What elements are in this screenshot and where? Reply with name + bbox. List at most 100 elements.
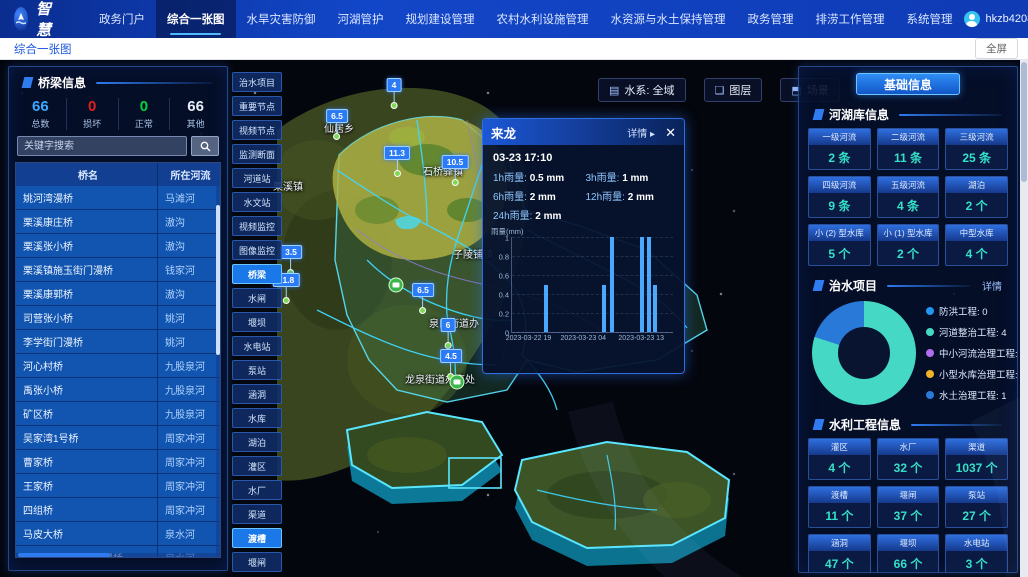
layer-item-涵洞[interactable]: 涵洞 bbox=[232, 384, 282, 404]
water-level-marker[interactable]: 3.5 bbox=[280, 245, 302, 277]
layer-item-治水项目[interactable]: 治水项目 bbox=[232, 72, 282, 92]
layer-item-监测断面[interactable]: 监测断面 bbox=[232, 144, 282, 164]
table-row[interactable]: 李学街门漫桥 姚河 bbox=[16, 330, 220, 354]
water-level-marker[interactable]: 11.3 bbox=[383, 146, 411, 178]
nav-item-综合一张图[interactable]: 综合一张图 bbox=[156, 0, 236, 38]
rainfall-chart-ylabel: 雨量(mm) bbox=[491, 227, 524, 236]
nav-item-农村水利设施管理[interactable]: 农村水利设施管理 bbox=[496, 14, 589, 26]
table-row[interactable]: 栗溪康庄桥 滶沟 bbox=[16, 210, 220, 234]
popup-header: 来龙 详情 ▸ ✕ bbox=[483, 119, 684, 145]
layer-item-水闸[interactable]: 水闸 bbox=[232, 288, 282, 308]
layer-item-水文站[interactable]: 水文站 bbox=[232, 192, 282, 212]
stat-card-水电站[interactable]: 水电站 3 个 bbox=[945, 534, 1008, 572]
stat-card-一级河流[interactable]: 一级河流 2 条 bbox=[808, 128, 871, 170]
layer-item-渠道[interactable]: 渠道 bbox=[232, 504, 282, 524]
stat-label: 其他 bbox=[186, 119, 205, 129]
table-row[interactable]: 司营张小桥 姚河 bbox=[16, 306, 220, 330]
table-row[interactable]: 矿区桥 九股泉河 bbox=[16, 402, 220, 426]
breadcrumb[interactable]: 综合一张图 bbox=[14, 43, 72, 56]
stat-card-三级河流[interactable]: 三级河流 25 条 bbox=[945, 128, 1008, 170]
nav-item-规划建设管理[interactable]: 规划建设管理 bbox=[405, 14, 475, 26]
map-control-图层[interactable]: ❏ 图层 bbox=[703, 78, 763, 102]
table-row[interactable]: 王家桥 周家冲河 bbox=[16, 474, 220, 498]
layer-item-重要节点[interactable]: 重要节点 bbox=[232, 96, 282, 116]
marker-value: 6 bbox=[440, 318, 456, 333]
table-vscrollbar[interactable] bbox=[216, 183, 220, 557]
stat-card-堰坝[interactable]: 堰坝 66 个 bbox=[876, 534, 940, 572]
stat-card-涵洞[interactable]: 涵洞 47 个 bbox=[808, 534, 871, 572]
table-row[interactable]: 四组桥 周家冲河 bbox=[16, 498, 220, 522]
layer-item-泵站[interactable]: 泵站 bbox=[232, 360, 282, 380]
layer-item-水库[interactable]: 水库 bbox=[232, 408, 282, 428]
camera-marker-icon[interactable] bbox=[449, 374, 465, 390]
stat-card-小 (2) 型水库[interactable]: 小 (2) 型水库 5 个 bbox=[808, 224, 871, 266]
layer-item-堰坝[interactable]: 堰坝 bbox=[232, 312, 282, 332]
nav-item-河湖管护[interactable]: 河湖管护 bbox=[337, 14, 384, 26]
engineering-section-header: 水利工程信息 bbox=[806, 411, 1010, 436]
projects-more-link[interactable]: 详情 bbox=[982, 282, 1002, 293]
bridge-stat: 0 损坏 bbox=[67, 98, 119, 130]
stat-card-灌区[interactable]: 灌区 4 个 bbox=[808, 438, 871, 480]
popup-detail-link[interactable]: 详情 ▸ bbox=[627, 128, 656, 140]
layer-item-视频监控[interactable]: 视频监控 bbox=[232, 216, 282, 236]
table-hscrollbar[interactable] bbox=[16, 553, 220, 557]
stat-card-四级河流[interactable]: 四级河流 9 条 bbox=[808, 176, 871, 218]
legend-item: 水土治理工程: 1 bbox=[926, 388, 1017, 402]
table-row[interactable]: 姚河湾漫桥 马滩河 bbox=[16, 186, 220, 210]
close-icon[interactable]: ✕ bbox=[665, 124, 676, 140]
layer-menu: 治水项目重要节点视频节点监测断面河道站水文站视频监控图像监控桥梁水闸堰坝水电站泵… bbox=[232, 72, 282, 576]
nav-item-政务管理[interactable]: 政务管理 bbox=[747, 14, 794, 26]
table-row[interactable]: 河心村桥 九股泉河 bbox=[16, 354, 220, 378]
table-row[interactable]: 曹家桥 周家冲河 bbox=[16, 450, 220, 474]
layer-item-湖泊[interactable]: 湖泊 bbox=[232, 432, 282, 452]
layer-item-桥梁[interactable]: 桥梁 bbox=[232, 264, 282, 284]
stat-card-中型水库[interactable]: 中型水库 4 个 bbox=[945, 224, 1008, 266]
layer-item-水电站[interactable]: 水电站 bbox=[232, 336, 282, 356]
water-level-marker[interactable]: 10.5 bbox=[441, 155, 469, 187]
layer-item-视频节点[interactable]: 视频节点 bbox=[232, 120, 282, 140]
stat-card-堰闸[interactable]: 堰闸 37 个 bbox=[876, 486, 940, 528]
stat-card-泵站[interactable]: 泵站 27 个 bbox=[945, 486, 1008, 528]
layer-item-灌区[interactable]: 灌区 bbox=[232, 456, 282, 476]
stat-card-渡槽[interactable]: 渡槽 11 个 bbox=[808, 486, 871, 528]
stat-card-五级河流[interactable]: 五级河流 4 条 bbox=[876, 176, 940, 218]
nav-item-排涝工作管理[interactable]: 排涝工作管理 bbox=[815, 14, 885, 26]
search-input[interactable] bbox=[17, 136, 187, 156]
layer-item-水厂[interactable]: 水厂 bbox=[232, 480, 282, 500]
nav-item-政务门户[interactable]: 政务门户 bbox=[99, 14, 146, 26]
user-menu[interactable]: hkzb42080201 ▾ bbox=[963, 11, 1028, 27]
page-scrollbar[interactable] bbox=[1020, 60, 1028, 577]
layer-item-堰闸[interactable]: 堰闸 bbox=[232, 552, 282, 572]
stat-card-渠道[interactable]: 渠道 1037 个 bbox=[945, 438, 1008, 480]
marker-stem-icon bbox=[450, 363, 452, 374]
water-level-marker[interactable]: 6 bbox=[440, 318, 456, 350]
water-level-marker[interactable]: 6.5 bbox=[326, 109, 348, 141]
water-level-marker[interactable]: 6.5 bbox=[412, 283, 434, 315]
camera-marker-icon[interactable] bbox=[388, 277, 404, 293]
table-row[interactable]: 栗溪张小桥 滶沟 bbox=[16, 234, 220, 258]
table-row[interactable]: 禹张小桥 九股泉河 bbox=[16, 378, 220, 402]
table-row[interactable]: 吴家湾1号桥 周家冲河 bbox=[16, 426, 220, 450]
stat-card-水厂[interactable]: 水厂 32 个 bbox=[876, 438, 940, 480]
table-row[interactable]: 栗溪康郭桥 滶沟 bbox=[16, 282, 220, 306]
column-header-river: 所在河流 bbox=[170, 171, 211, 182]
nav-item-系统管理[interactable]: 系统管理 bbox=[906, 14, 953, 26]
layer-item-渡槽[interactable]: 渡槽 bbox=[232, 528, 282, 548]
map-control-水系: 全域[interactable]: ▤ 水系: 全域 bbox=[598, 78, 686, 102]
table-row[interactable]: 马皮大桥 泉水河 bbox=[16, 522, 220, 546]
layer-item-图像监控[interactable]: 图像监控 bbox=[232, 240, 282, 260]
legend-dot-icon bbox=[926, 307, 934, 315]
table-row[interactable]: 栗溪镇施玉街门漫桥 钱家河 bbox=[16, 258, 220, 282]
stat-card-小 (1) 型水库[interactable]: 小 (1) 型水库 2 个 bbox=[876, 224, 940, 266]
stat-card-二级河流[interactable]: 二级河流 11 条 bbox=[876, 128, 940, 170]
river-name-cell: 九股泉河 bbox=[165, 410, 205, 421]
water-level-marker[interactable]: 4 bbox=[386, 78, 402, 110]
fullscreen-button[interactable]: 全屏 bbox=[975, 38, 1018, 59]
search-button[interactable] bbox=[191, 136, 219, 156]
layer-item-河道站[interactable]: 河道站 bbox=[232, 168, 282, 188]
nav-item-水资源与水土保持管理[interactable]: 水资源与水土保持管理 bbox=[610, 14, 726, 26]
nav-item-水旱灾害防御[interactable]: 水旱灾害防御 bbox=[246, 14, 316, 26]
basic-info-button[interactable]: 基础信息 bbox=[856, 73, 960, 95]
stat-card-湖泊[interactable]: 湖泊 2 个 bbox=[945, 176, 1008, 218]
river-name-cell: 滶沟 bbox=[165, 218, 185, 229]
